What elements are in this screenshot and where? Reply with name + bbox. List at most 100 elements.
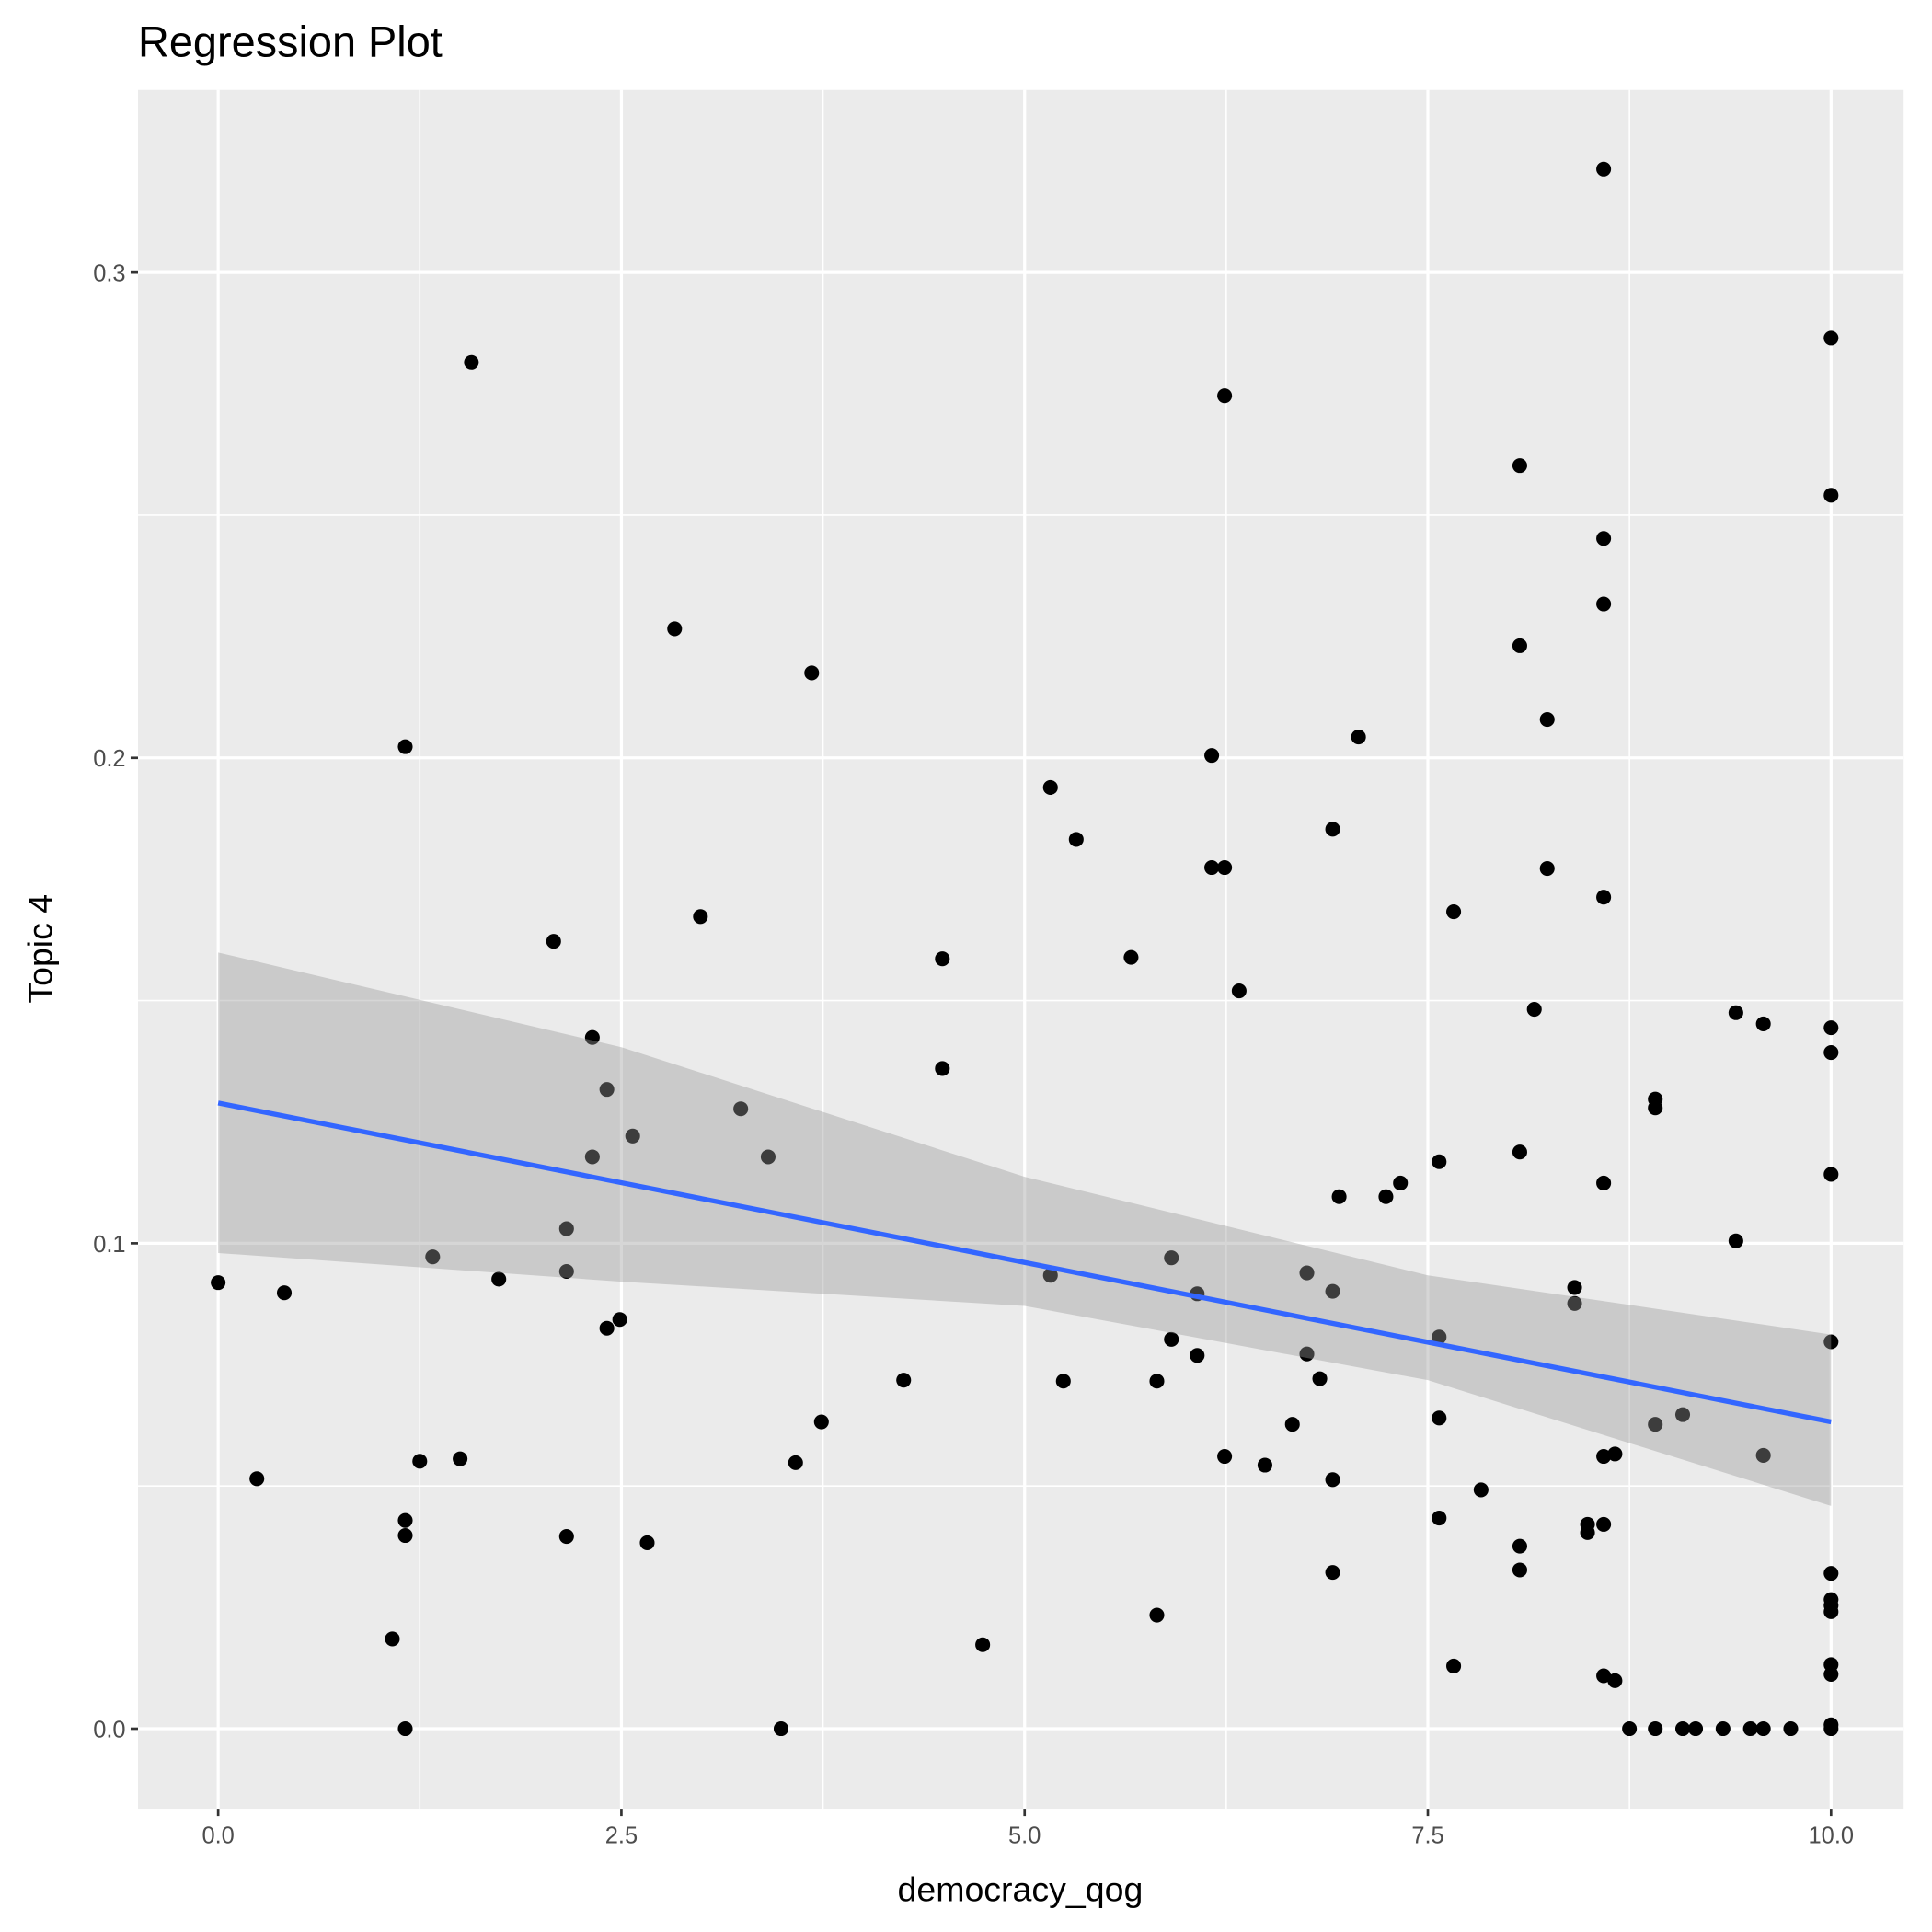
point bbox=[1231, 983, 1247, 999]
point bbox=[1446, 903, 1462, 920]
point bbox=[667, 621, 683, 637]
point bbox=[1055, 1374, 1071, 1389]
point bbox=[211, 1275, 226, 1291]
point bbox=[1446, 1658, 1462, 1673]
point bbox=[1567, 1295, 1582, 1311]
point bbox=[397, 1512, 413, 1528]
point bbox=[1783, 1720, 1799, 1737]
point bbox=[1512, 1144, 1527, 1160]
point bbox=[1728, 1233, 1743, 1248]
point bbox=[1204, 859, 1220, 876]
point bbox=[1042, 1268, 1058, 1283]
chart-title: Regression Plot bbox=[138, 18, 443, 66]
point bbox=[1217, 859, 1233, 876]
point bbox=[491, 1271, 507, 1287]
point bbox=[1823, 1566, 1839, 1581]
point bbox=[1648, 1100, 1663, 1116]
point bbox=[1190, 1348, 1205, 1363]
point bbox=[896, 1373, 912, 1388]
point bbox=[1512, 458, 1527, 474]
point bbox=[1325, 1283, 1340, 1299]
point bbox=[1123, 949, 1139, 965]
point bbox=[1622, 1720, 1638, 1737]
point bbox=[975, 1637, 991, 1652]
y-tick-label: 0.0 bbox=[93, 1717, 125, 1742]
point bbox=[558, 1221, 574, 1236]
point bbox=[760, 1149, 776, 1165]
point bbox=[1596, 890, 1612, 905]
point bbox=[693, 909, 708, 925]
x-axis-label: democracy_qog bbox=[898, 1870, 1144, 1909]
point bbox=[1607, 1446, 1623, 1462]
point bbox=[1164, 1250, 1179, 1266]
point bbox=[1596, 1175, 1612, 1191]
point bbox=[1378, 1189, 1394, 1204]
point bbox=[1823, 1604, 1839, 1619]
point bbox=[733, 1101, 749, 1117]
y-tick-label: 0.2 bbox=[93, 746, 125, 772]
point bbox=[1539, 861, 1555, 877]
point bbox=[1596, 1516, 1612, 1532]
point bbox=[1674, 1720, 1691, 1737]
point bbox=[1325, 1565, 1340, 1581]
point bbox=[1068, 832, 1084, 847]
point bbox=[1473, 1482, 1489, 1498]
point bbox=[1512, 638, 1527, 653]
x-tick-label: 7.5 bbox=[1411, 1823, 1443, 1849]
point bbox=[546, 934, 561, 949]
point bbox=[1823, 1045, 1839, 1061]
point bbox=[464, 354, 479, 370]
y-axis-label: Topic 4 bbox=[20, 894, 59, 1004]
point bbox=[1042, 779, 1058, 795]
point bbox=[1512, 1538, 1527, 1554]
point bbox=[1164, 1331, 1179, 1347]
point bbox=[1325, 822, 1340, 837]
point bbox=[1823, 1334, 1839, 1350]
point bbox=[276, 1285, 293, 1301]
point bbox=[1823, 488, 1839, 503]
point bbox=[1823, 1666, 1839, 1682]
grid bbox=[138, 89, 1904, 1810]
point bbox=[1596, 161, 1612, 177]
point bbox=[1596, 1668, 1612, 1684]
point bbox=[1688, 1720, 1704, 1737]
point bbox=[1217, 1448, 1233, 1465]
confidence-band bbox=[218, 952, 1832, 1506]
x-tick-label: 10.0 bbox=[1809, 1823, 1855, 1849]
point bbox=[1648, 1417, 1663, 1432]
point bbox=[584, 1149, 600, 1165]
point bbox=[1596, 1448, 1612, 1465]
point bbox=[385, 1631, 400, 1647]
point bbox=[1596, 531, 1612, 546]
point bbox=[1299, 1265, 1315, 1281]
panel bbox=[138, 89, 1904, 1810]
point bbox=[599, 1082, 615, 1098]
point bbox=[639, 1535, 655, 1550]
point bbox=[1823, 330, 1839, 346]
point bbox=[1526, 1002, 1542, 1018]
point bbox=[1674, 1407, 1691, 1422]
point bbox=[935, 1061, 950, 1076]
x-tick-label: 0.0 bbox=[201, 1823, 234, 1849]
point bbox=[412, 1454, 428, 1469]
point bbox=[1567, 1280, 1582, 1295]
point bbox=[1755, 1447, 1771, 1463]
point bbox=[1432, 1510, 1447, 1526]
point bbox=[1325, 1472, 1340, 1488]
point bbox=[1823, 1020, 1839, 1036]
point bbox=[397, 739, 413, 754]
point bbox=[1580, 1524, 1595, 1540]
point bbox=[1823, 1167, 1839, 1182]
point bbox=[1284, 1417, 1300, 1432]
point bbox=[1715, 1720, 1731, 1737]
point bbox=[1257, 1457, 1272, 1473]
point bbox=[1393, 1175, 1409, 1191]
x-tick-label: 2.5 bbox=[605, 1823, 638, 1849]
point bbox=[1648, 1720, 1663, 1737]
point bbox=[813, 1414, 829, 1430]
point bbox=[1539, 712, 1555, 728]
point bbox=[453, 1451, 468, 1466]
point bbox=[1149, 1607, 1165, 1623]
